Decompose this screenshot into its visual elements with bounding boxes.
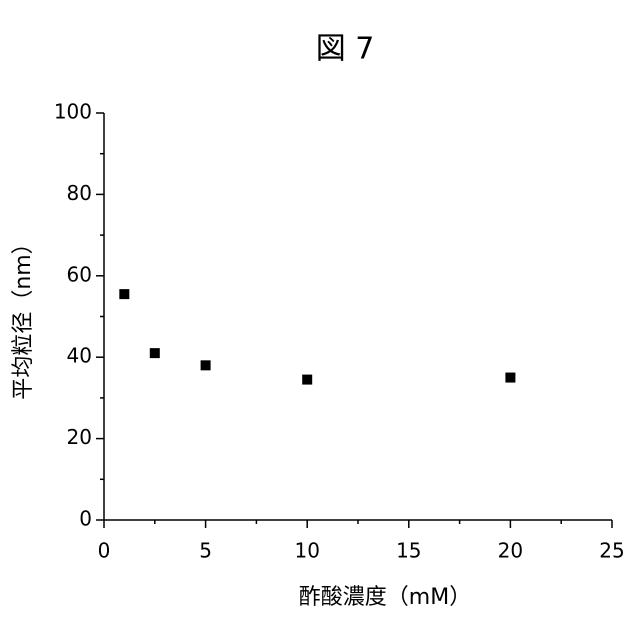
chart: 図 7 酢酸濃度（mM） 平均粒径（nm） 0 20 40 60 80 100 0 5 10 15… [0,0,640,640]
y-tick-label: 60 [67,262,92,286]
marker [150,348,160,358]
y-tick-label: 40 [67,344,92,368]
x-tick-label: 20 [498,539,523,563]
x-tick-label: 25 [599,539,624,563]
marker [302,375,312,385]
x-axis-label: 酢酸濃度（mM） [299,585,471,610]
chart-title: 図 7 [316,32,375,67]
x-tick-label: 10 [294,539,319,563]
marker [505,373,515,383]
y-tick-label: 100 [54,100,92,124]
x-tick-label: 0 [98,539,111,563]
y-axis-label: 平均粒径（nm） [11,232,36,399]
y-tick-label: 0 [79,507,92,531]
y-tick-label: 80 [67,181,92,205]
x-tick-label: 5 [199,539,212,563]
y-tick-label: 20 [67,425,92,449]
marker [119,289,129,299]
marker [201,360,211,370]
x-tick-label: 15 [396,539,421,563]
